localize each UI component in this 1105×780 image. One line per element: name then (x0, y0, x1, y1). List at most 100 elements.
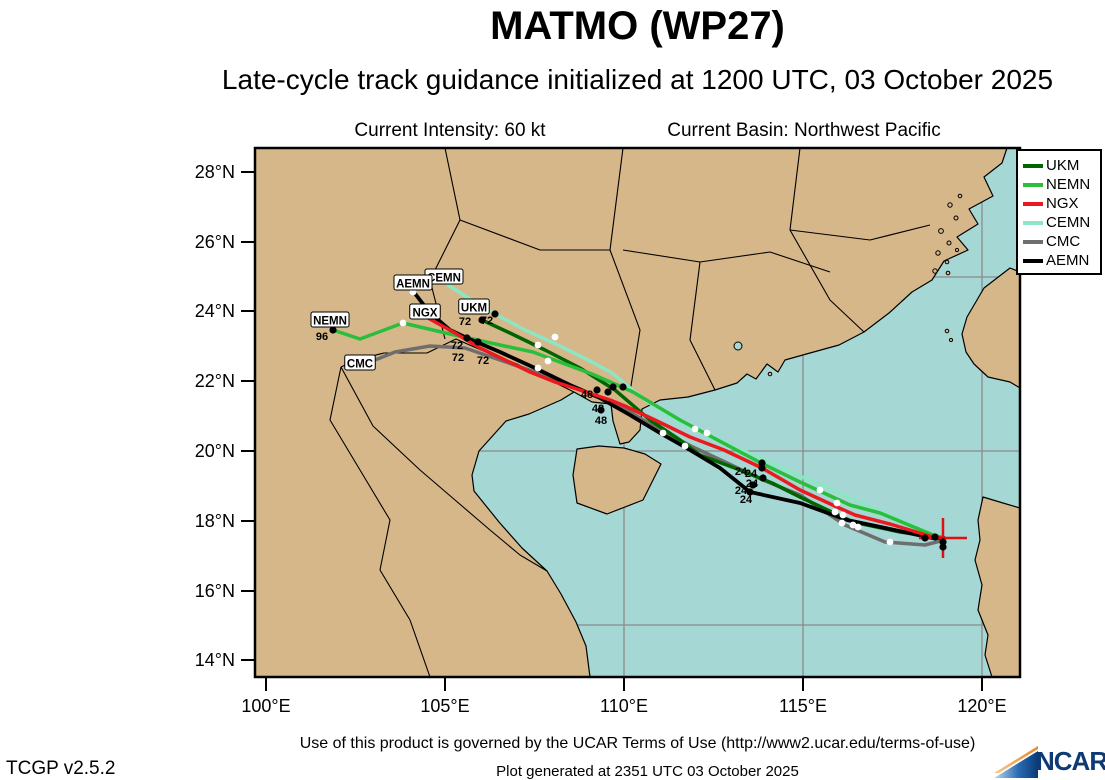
hour-dot-24h (931, 533, 939, 541)
lon-tick-label: 110°E (600, 696, 648, 716)
hour-dot-24h (746, 488, 754, 496)
lat-tick-label: 24°N (195, 301, 235, 321)
hour-label-24: 24 (735, 485, 748, 497)
legend-swatch-UKM (1023, 163, 1043, 168)
axis-ticks: 28°N 26°N 24°N 22°N 20°N 18°N 16°N 14°N 100°E 105… (195, 162, 1007, 716)
small-islands (767, 193, 963, 377)
generated-timestamp-text: Plot generated at 2351 UTC 03 October 20… (496, 763, 799, 780)
lon-tick-label: 120°E (957, 696, 1006, 716)
ncar-logo: NCAR (990, 744, 1105, 778)
hour-dot-24h (474, 338, 482, 346)
legend-swatch-CMC (1023, 239, 1043, 244)
hour-dot-12h (816, 486, 824, 494)
hour-dot-24h (478, 316, 486, 324)
ncar-swoosh-icon (994, 746, 1038, 778)
hour-dot-12h (534, 364, 542, 372)
terms-of-use-text: Use of this product is governed by the U… (299, 735, 976, 752)
legend-item-CMC: CMC (1023, 232, 1100, 251)
model-label-CEMN: CEMN (427, 273, 461, 285)
subtitle: Late-cycle track guidance initialized at… (221, 64, 1054, 95)
lat-tick-label: 26°N (195, 232, 235, 252)
lat-tick-label: 28°N (195, 162, 235, 182)
hour-dot-12h (833, 499, 841, 507)
model-label-box-AEMN (393, 274, 433, 291)
tcgp-version-text: TCGP v2.5.2 (6, 758, 116, 779)
land-hainan-island (572, 445, 662, 515)
hour-dot-24h (491, 310, 499, 318)
plot-border (253, 146, 1022, 679)
legend-item-CEMN: CEMN (1023, 213, 1100, 232)
hour-label-24: 24 (735, 466, 748, 478)
hour-dot-12h (534, 341, 542, 349)
hour-label-24: 24 (746, 478, 759, 490)
hour-dot-12h (831, 508, 839, 516)
hour-dot-24h (749, 481, 757, 489)
track-NEMN (331, 321, 946, 540)
legend: UKM NEMN NGX CEMN CMC AEMN (1016, 149, 1102, 275)
hour-label-96: 96 (316, 331, 328, 343)
model-label-box-CMC (344, 354, 376, 371)
hour-dot-24h (759, 474, 767, 482)
hour-dot-12h (691, 425, 699, 433)
hour-label-48: 48 (581, 389, 593, 401)
hour-dot-24h (939, 543, 947, 551)
model-name-labels: CMC UKM CEMN NEMN AEMN NGX (310, 268, 490, 371)
hour-dot-24h (619, 383, 627, 391)
hour-dot-12h (544, 357, 552, 365)
model-label-box-NGX (409, 303, 441, 320)
lat-tick-label: 14°N (195, 650, 235, 670)
legend-label-CEMN: CEMN (1046, 214, 1091, 231)
track-NGX (426, 316, 946, 540)
lat-tick-label: 16°N (195, 581, 235, 601)
legend-swatch-NEMN (1023, 182, 1043, 187)
lat-tick-label: 18°N (195, 511, 235, 531)
legend-item-AEMN: AEMN (1023, 251, 1100, 270)
model-label-box-UKM (458, 298, 490, 315)
legend-item-NEMN: NEMN (1023, 175, 1100, 194)
model-label-AEMN: AEMN (396, 279, 430, 291)
hour-dot-24h (604, 388, 612, 396)
legend-label-NEMN: NEMN (1046, 176, 1091, 193)
hour-dot-24h (593, 386, 601, 394)
legend-label-AEMN: AEMN (1046, 252, 1090, 269)
hour-dot-24h (609, 383, 617, 391)
lake (733, 341, 743, 351)
ncar-logo-text: NCAR (1036, 746, 1105, 776)
hour-label-48: 48 (595, 415, 607, 427)
legend-label-NGX: NGX (1046, 195, 1079, 212)
hour-dot-12h (886, 538, 894, 546)
page-title: MATMO (WP27) (490, 4, 785, 48)
hour-dot-24h (939, 538, 947, 546)
hour-label-72: 72 (451, 340, 463, 352)
hour-label-72: 72 (459, 316, 471, 328)
hour-dot-24h (758, 464, 766, 472)
hour-label-24: 24 (740, 494, 753, 506)
hour-dot-24h (463, 334, 471, 342)
lon-tick-label: 105°E (420, 696, 469, 716)
hour-dot-12h (838, 519, 846, 527)
legend-label-UKM: UKM (1046, 157, 1080, 174)
lon-tick-label: 115°E (779, 696, 827, 716)
lat-tick-label: 22°N (195, 371, 235, 391)
lat-tick-label: 20°N (195, 441, 235, 461)
model-label-UKM: UKM (461, 303, 487, 315)
hour-dot-12h (681, 442, 689, 450)
hour-dot-12h (839, 511, 847, 519)
legend-swatch-CEMN (1023, 220, 1043, 225)
hour-dot-12h (551, 333, 559, 341)
hour-label-24: 24 (745, 468, 758, 480)
hour-dot-12h (659, 429, 667, 437)
hour-label-72: 72 (481, 315, 493, 327)
hour-dot-24h (597, 406, 605, 414)
lon-tick-label: 100°E (241, 696, 290, 716)
legend-label-CMC: CMC (1046, 233, 1081, 250)
hour-dot-12h (399, 319, 407, 327)
hour-label-72: 72 (452, 352, 464, 364)
hour-dot-12h (849, 521, 857, 529)
hour-dot-24h (921, 534, 929, 542)
model-label-box-NEMN (310, 311, 350, 328)
hour-dot-12h (703, 429, 711, 437)
legend-swatch-NGX (1023, 201, 1043, 206)
